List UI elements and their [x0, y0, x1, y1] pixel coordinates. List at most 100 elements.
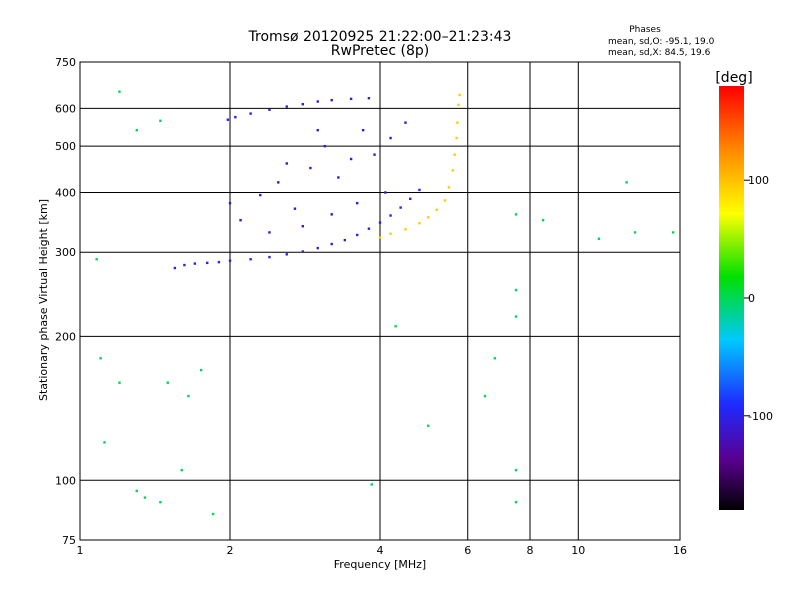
data-point — [435, 208, 438, 212]
x-tick-label: 16 — [673, 544, 687, 557]
data-point — [541, 219, 545, 222]
data-point — [205, 261, 209, 265]
data-point — [349, 157, 353, 161]
data-point — [458, 93, 461, 97]
data-point — [183, 263, 186, 267]
y-tick-label: 500 — [55, 140, 76, 153]
data-point — [389, 214, 392, 217]
y-tick-label: 300 — [55, 246, 76, 259]
data-point — [418, 188, 421, 192]
data-point — [389, 136, 392, 140]
data-point — [135, 128, 138, 132]
data-point — [301, 250, 305, 253]
data-point — [187, 394, 190, 398]
data-point — [135, 489, 138, 493]
y-tick-label: 400 — [55, 186, 76, 199]
data-point — [427, 424, 430, 428]
data-point — [301, 225, 305, 228]
y-axis-label: Stationary phase Virtual Height [km] — [37, 199, 50, 401]
data-point — [451, 169, 455, 172]
data-point — [355, 201, 359, 205]
x-tick-label: 4 — [377, 544, 384, 557]
data-point — [447, 186, 451, 189]
data-point — [95, 258, 98, 261]
data-point — [249, 112, 252, 115]
y-tick-label: 75 — [62, 534, 76, 547]
data-point — [514, 468, 518, 472]
data-point — [173, 266, 177, 270]
data-point — [514, 315, 518, 318]
data-point — [361, 128, 365, 132]
data-point — [384, 191, 387, 194]
data-point — [418, 222, 421, 225]
phase-stats-o: mean, sd,O: -95.1, 19.0 — [608, 37, 715, 47]
data-point — [378, 236, 382, 239]
data-point — [493, 357, 497, 360]
colorbar-tick-label: -100 — [748, 410, 773, 423]
chart-subtitle: RwPretec (8p) — [331, 43, 429, 59]
x-tick-label: 2 — [227, 544, 234, 557]
data-point — [268, 108, 271, 111]
data-point — [159, 500, 162, 504]
data-point — [193, 262, 197, 265]
data-point — [226, 118, 230, 121]
data-point — [228, 201, 232, 205]
data-point — [143, 496, 147, 499]
phase-stats-title: Phases — [629, 25, 661, 35]
data-point — [367, 96, 371, 100]
data-point — [349, 97, 353, 101]
x-tick-label: 8 — [527, 544, 534, 557]
data-point — [337, 176, 340, 179]
data-point — [514, 288, 518, 292]
data-point — [309, 166, 312, 170]
data-point — [234, 115, 237, 119]
data-point — [455, 136, 458, 140]
data-point — [370, 483, 373, 486]
data-point — [99, 357, 102, 360]
data-point — [409, 197, 412, 201]
data-point — [268, 255, 271, 259]
data-point — [118, 90, 121, 93]
chart-title: Tromsø 20120925 21:22:00–21:23:43 — [248, 29, 512, 45]
data-point — [367, 227, 371, 230]
data-point — [330, 213, 333, 216]
data-point — [211, 512, 215, 516]
data-point — [239, 219, 242, 222]
data-point — [228, 259, 232, 262]
data-point — [633, 231, 637, 234]
colorbar-ticks: 100 0 -100 — [744, 174, 773, 423]
data-point — [301, 103, 305, 106]
y-tick-label: 600 — [55, 102, 76, 115]
data-point — [259, 193, 262, 197]
data-point — [277, 181, 280, 184]
y-tick-label: 200 — [55, 330, 76, 343]
data-point — [118, 381, 121, 384]
x-tick-label: 6 — [464, 544, 471, 557]
data-point — [330, 98, 333, 102]
data-point — [453, 153, 456, 156]
colorbar-tick-label: 100 — [748, 174, 769, 187]
data-point — [285, 162, 288, 165]
data-point — [404, 121, 407, 124]
data-point — [343, 238, 347, 242]
data-point — [483, 394, 487, 398]
data-point — [389, 232, 392, 235]
data-point — [199, 368, 203, 372]
data-point — [625, 181, 628, 184]
x-tick-label: 10 — [571, 544, 585, 557]
data-point — [330, 242, 333, 246]
data-point — [399, 206, 402, 209]
data-point — [323, 144, 327, 148]
data-point — [268, 231, 271, 234]
colorbar-label: [deg] — [715, 70, 752, 86]
data-point — [180, 468, 183, 472]
data-point — [355, 233, 359, 237]
data-point — [378, 221, 382, 224]
data-point — [457, 103, 460, 107]
data-point — [285, 105, 288, 108]
data-point — [316, 100, 319, 103]
data-point — [373, 153, 376, 156]
colorbar-tick-label: 0 — [748, 292, 755, 305]
data-point — [316, 246, 319, 250]
